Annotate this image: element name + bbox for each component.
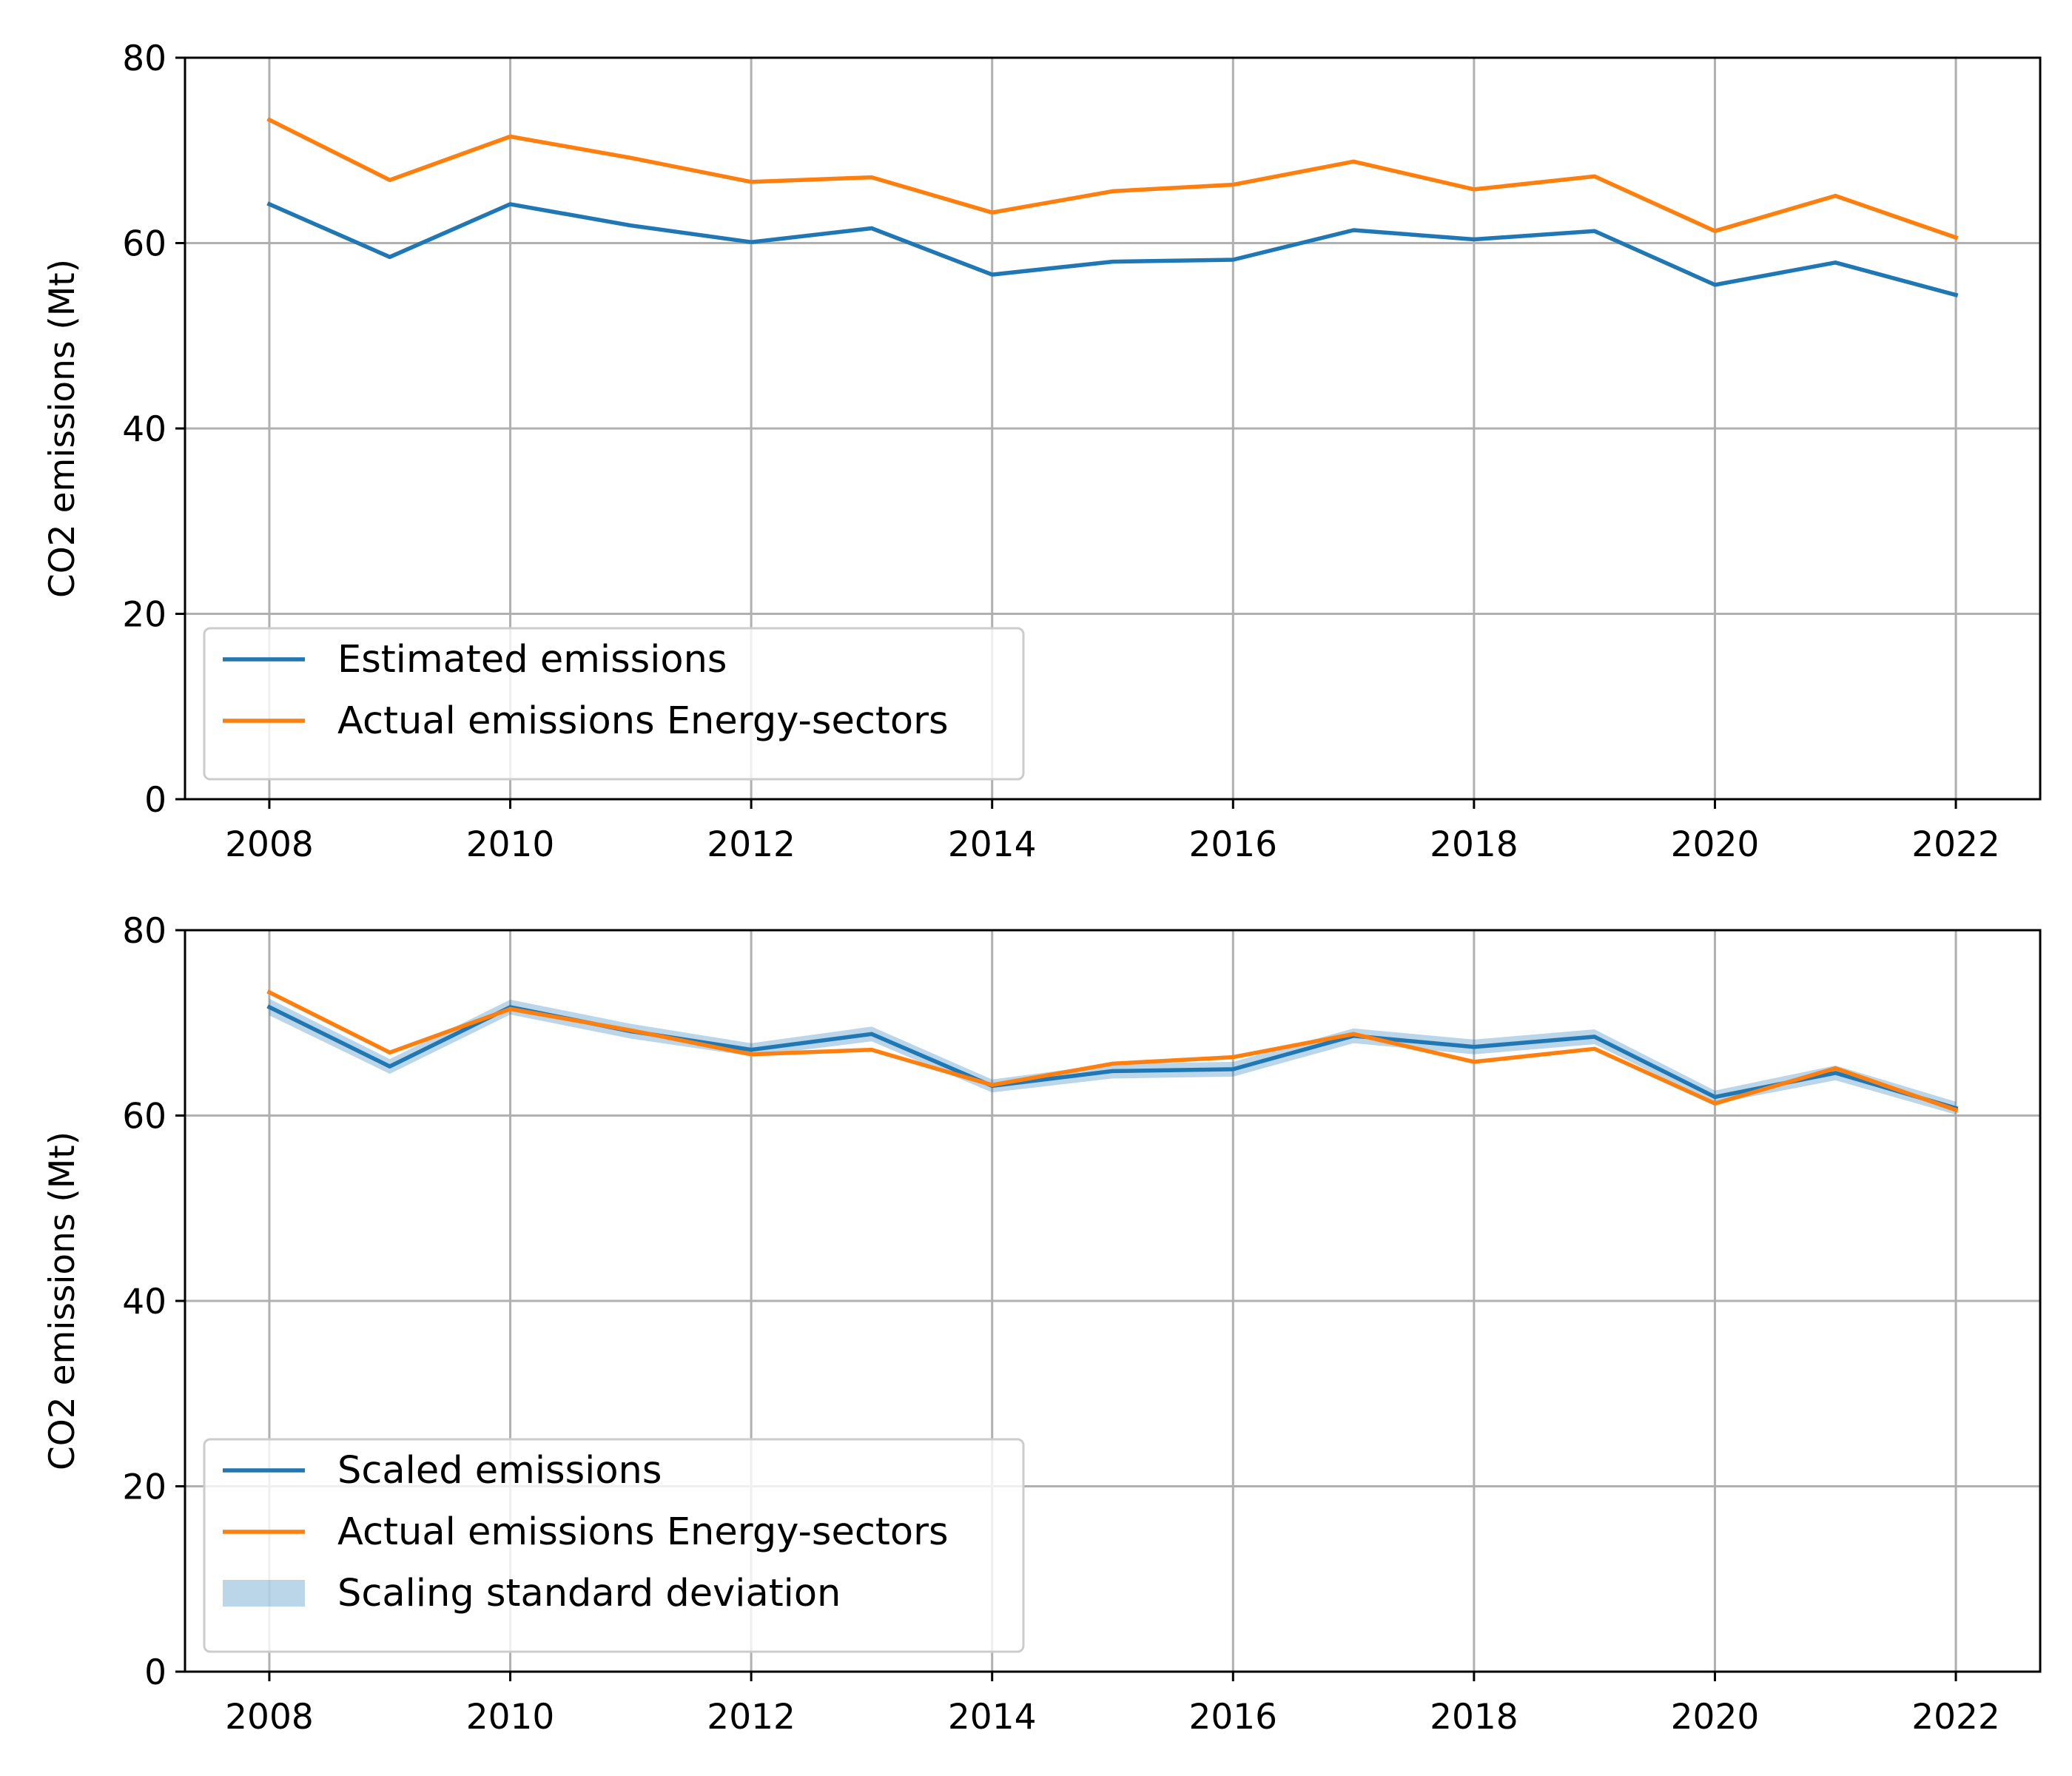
legend-label: Scaling standard deviation xyxy=(337,1572,841,1615)
x-tick-label: 2010 xyxy=(466,1697,555,1738)
x-tick-label: 2012 xyxy=(707,824,796,865)
x-tick-label: 2014 xyxy=(948,824,1037,865)
y-axis-label: CO2 emissions (Mt) xyxy=(42,1131,83,1470)
x-tick-label: 2014 xyxy=(948,1697,1037,1738)
x-tick-label: 2018 xyxy=(1430,1697,1518,1738)
actual-emissions-line xyxy=(266,117,1959,240)
x-tick-label: 2008 xyxy=(225,824,314,865)
legend: Scaled emissions Actual emissions Energy-… xyxy=(203,1438,1025,1653)
y-tick-label: 40 xyxy=(122,1282,166,1322)
legend-swatch-patch xyxy=(223,1580,305,1607)
chart-panel-1: 2008 2010 2012 2014 2016 2018 2020 2022 0 20 40 60 8… xyxy=(42,38,2042,865)
y-tick-label: 20 xyxy=(122,595,166,636)
legend: Estimated emissions Actual emissions Ener… xyxy=(203,627,1025,781)
y-tick-label: 60 xyxy=(122,224,166,265)
axes-frame xyxy=(184,929,2042,1673)
y-tick-label: 40 xyxy=(122,409,166,450)
estimated-emissions-line xyxy=(266,201,1959,297)
x-tick-label: 2020 xyxy=(1671,824,1760,865)
y-tick-label: 80 xyxy=(122,38,166,79)
actual-emissions-line xyxy=(266,989,1959,1113)
x-tick-label: 2016 xyxy=(1188,824,1277,865)
x-tick-label: 2010 xyxy=(466,824,555,865)
x-tick-label: 2022 xyxy=(1911,1697,2000,1738)
x-tick-label: 2012 xyxy=(707,1697,796,1738)
legend-label: Estimated emissions xyxy=(337,638,727,682)
x-tick-label: 2022 xyxy=(1911,824,2000,865)
x-tick-label: 2016 xyxy=(1188,1697,1277,1738)
legend-box xyxy=(203,627,1025,781)
legend-label: Scaled emissions xyxy=(337,1449,662,1493)
y-tick-label: 20 xyxy=(122,1467,166,1508)
legend-label: Actual emissions Energy-sectors xyxy=(337,1510,949,1554)
y-tick-label: 0 xyxy=(144,1652,166,1693)
x-tick-label: 2018 xyxy=(1430,824,1518,865)
axes-frame xyxy=(184,56,2042,801)
y-tick-label: 60 xyxy=(122,1097,166,1137)
y-tick-label: 0 xyxy=(144,780,166,821)
x-tick-label: 2008 xyxy=(225,1697,314,1738)
legend-box xyxy=(203,1438,1025,1653)
chart-panel-2: 2008 2010 2012 2014 2016 2018 2020 2022 0 20 40 60 8… xyxy=(42,911,2042,1738)
y-axis-label: CO2 emissions (Mt) xyxy=(42,259,83,598)
x-tick-label: 2020 xyxy=(1671,1697,1760,1738)
legend-label: Actual emissions Energy-sectors xyxy=(337,699,949,743)
y-tick-label: 80 xyxy=(122,911,166,952)
